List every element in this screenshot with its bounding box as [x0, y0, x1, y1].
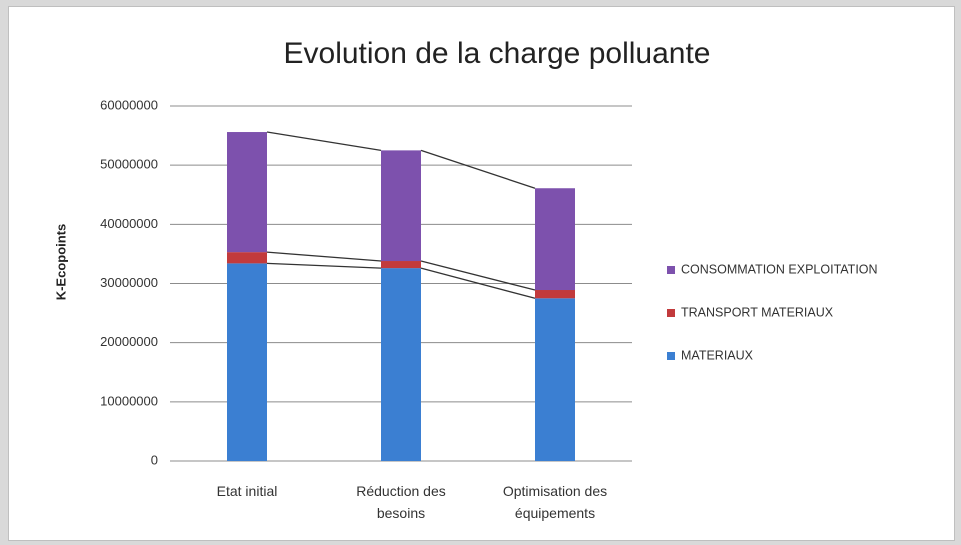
bar-segment — [227, 252, 267, 264]
series-line — [420, 260, 536, 291]
series-line — [420, 149, 536, 189]
bar-segment — [535, 290, 575, 299]
y-tick-label: 30000000 — [100, 275, 158, 290]
series-line — [266, 131, 382, 152]
bar-segment — [381, 261, 421, 269]
x-tick-label: Réduction des besoins — [356, 483, 446, 521]
legend-label: TRANSPORT MATERIAUX — [681, 305, 834, 319]
chart-title: Evolution de la charge polluante — [284, 37, 711, 70]
bar-segment — [535, 298, 575, 461]
bar-segment — [535, 188, 575, 291]
x-tick-label: Optimisation des équipements — [502, 483, 608, 521]
legend-label: MATERIAUX — [681, 348, 754, 362]
y-tick-label: 0 — [151, 452, 158, 467]
y-tick-label: 50000000 — [100, 157, 158, 172]
series-line — [266, 262, 382, 269]
bar-segment — [381, 268, 421, 461]
bar-segment — [381, 150, 421, 262]
series-line — [266, 251, 382, 262]
chart-frame — [8, 6, 955, 541]
y-axis-label: K-Ecopoints — [53, 224, 68, 301]
legend-swatch — [667, 266, 675, 274]
y-tick-label: 40000000 — [100, 216, 158, 231]
y-tick-label: 20000000 — [100, 334, 158, 349]
bar-segment — [227, 132, 267, 253]
y-tick-label: 10000000 — [100, 393, 158, 408]
y-tick-label: 60000000 — [100, 97, 158, 112]
legend-swatch — [667, 309, 675, 317]
legend-swatch — [667, 352, 675, 360]
bar-segment — [227, 263, 267, 461]
x-tick-label: Etat initial — [216, 483, 278, 499]
legend-label: CONSOMMATION EXPLOITATION — [681, 262, 878, 276]
series-line — [420, 267, 536, 299]
